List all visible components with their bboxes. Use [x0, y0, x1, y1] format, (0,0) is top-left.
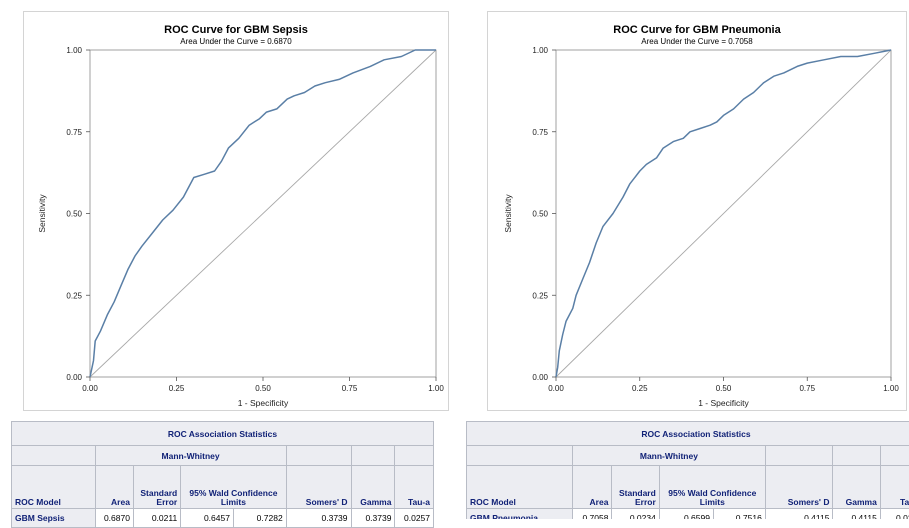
x-axis-label: 1 - Specificity	[238, 398, 289, 408]
table-clip: ROC Association Statistics Mann-Whitney …	[466, 421, 909, 519]
col-header-ci: 95% Wald Confidence Limits	[181, 466, 286, 509]
table-row: GBM Sepsis 0.6870 0.0211 0.6457 0.7282 0…	[12, 509, 434, 528]
y-tick-label: 0.25	[532, 291, 548, 300]
y-tick-label: 0.75	[532, 128, 548, 137]
y-tick-label: 0.25	[66, 291, 82, 300]
roc-stats-table-pneumonia: ROC Association Statistics Mann-Whitney …	[466, 421, 909, 519]
cell-ci-high: 0.7516	[713, 509, 765, 520]
cell-std-error: 0.0234	[612, 509, 659, 520]
y-tick-label: 0.50	[66, 210, 82, 219]
cell-somers: 0.4115	[765, 509, 833, 520]
y-tick-label: 0.00	[66, 373, 82, 382]
col-header-gamma: Gamma	[351, 466, 395, 509]
table-caption: ROC Association Statistics	[467, 422, 909, 446]
col-header-tau: Tau-a	[880, 466, 909, 509]
roc-panel-pneumonia: ROC Curve for GBM Pneumonia Area Under t…	[487, 11, 907, 411]
y-axis-label: Sensitivity	[37, 194, 47, 233]
roc-panel-sepsis: ROC Curve for GBM Sepsis Area Under the …	[23, 11, 449, 411]
x-tick-label: 0.75	[342, 384, 358, 393]
roc-chart-sepsis: 0.00 0.25 0.50 0.75 1.00 0.00 0.25 0.50 0.75 1.00…	[24, 12, 448, 410]
blank-cell	[351, 446, 395, 466]
col-header-somers: Somers' D	[286, 466, 351, 509]
group-header: Mann-Whitney	[95, 446, 286, 466]
x-tick-label: 0.00	[548, 384, 564, 393]
col-header-area: Area	[95, 466, 133, 509]
blank-cell	[12, 446, 96, 466]
col-header-std-error: Standard Error	[133, 466, 180, 509]
blank-cell	[467, 446, 573, 466]
col-header-model: ROC Model	[12, 466, 96, 509]
cell-tau: 0.0229	[880, 509, 909, 520]
cell-gamma: 0.3739	[351, 509, 395, 528]
cell-ci-high: 0.7282	[233, 509, 286, 528]
row-label: GBM Pneumonia	[467, 509, 573, 520]
blank-cell	[286, 446, 351, 466]
roc-chart-pneumonia: 0.00 0.25 0.50 0.75 1.00 0.00 0.25 0.50 0.75 1.00…	[488, 12, 906, 410]
col-header-ci: 95% Wald Confidence Limits	[659, 466, 765, 509]
blank-cell	[880, 446, 909, 466]
blank-cell	[765, 446, 833, 466]
y-axis-label: Sensitivity	[503, 194, 513, 233]
cell-area: 0.7058	[573, 509, 612, 520]
cell-somers: 0.3739	[286, 509, 351, 528]
x-tick-label: 1.00	[883, 384, 899, 393]
cell-ci-low: 0.6599	[659, 509, 713, 520]
col-header-gamma: Gamma	[833, 466, 880, 509]
cell-area: 0.6870	[95, 509, 133, 528]
x-tick-label: 0.50	[255, 384, 271, 393]
x-tick-label: 0.75	[799, 384, 815, 393]
x-axis-label: 1 - Specificity	[698, 398, 749, 408]
x-tick-label: 0.25	[169, 384, 185, 393]
row-label: GBM Sepsis	[12, 509, 96, 528]
col-header-area: Area	[573, 466, 612, 509]
y-tick-label: 0.75	[66, 128, 82, 137]
y-tick-label: 1.00	[66, 46, 82, 55]
x-tick-label: 0.25	[632, 384, 648, 393]
col-header-model: ROC Model	[467, 466, 573, 509]
col-header-somers: Somers' D	[765, 466, 833, 509]
x-tick-label: 0.50	[716, 384, 732, 393]
col-header-std-error: Standard Error	[612, 466, 659, 509]
x-tick-label: 0.00	[82, 384, 98, 393]
group-header: Mann-Whitney	[573, 446, 766, 466]
cell-ci-low: 0.6457	[181, 509, 234, 528]
reference-diagonal-line	[556, 50, 891, 377]
blank-cell	[833, 446, 880, 466]
reference-diagonal-line	[90, 50, 436, 377]
roc-stats-table-sepsis: ROC Association Statistics Mann-Whitney …	[11, 421, 434, 528]
y-tick-label: 0.50	[532, 210, 548, 219]
cell-std-error: 0.0211	[133, 509, 180, 528]
x-tick-label: 1.00	[428, 384, 444, 393]
y-tick-label: 0.00	[532, 373, 548, 382]
y-tick-label: 1.00	[532, 46, 548, 55]
cell-gamma: 0.4115	[833, 509, 880, 520]
blank-cell	[395, 446, 434, 466]
table-row: GBM Pneumonia 0.7058 0.0234 0.6599 0.751…	[467, 509, 909, 520]
col-header-tau: Tau-a	[395, 466, 434, 509]
table-caption: ROC Association Statistics	[12, 422, 434, 446]
cell-tau: 0.0257	[395, 509, 434, 528]
